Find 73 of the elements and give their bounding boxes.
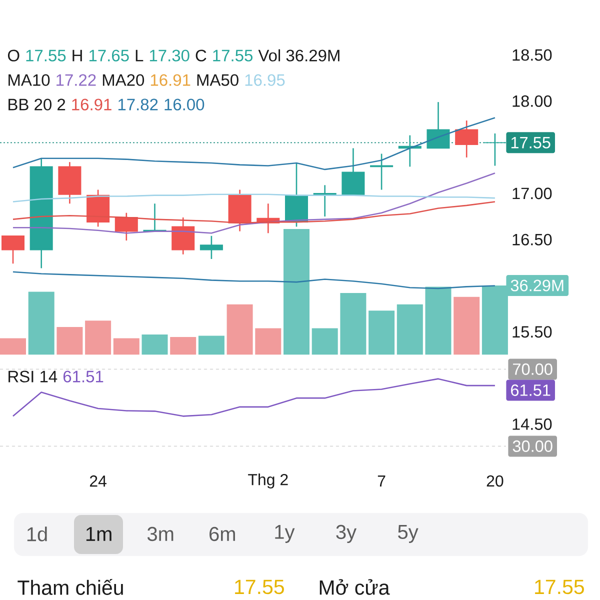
text: 1y (275, 525, 295, 543)
annotation: Vol 36.29M (258, 49, 340, 62)
y-tick-label: 15.50 (512, 326, 552, 338)
x-tick-label: 20 (486, 475, 504, 487)
annotation: MA20 (102, 74, 144, 86)
text: 6m (210, 526, 235, 542)
annotation: 16.00 (164, 98, 204, 110)
annotation: 17.55 (26, 50, 66, 62)
annotation: 17.22 (56, 74, 96, 86)
candlestick (455, 120, 478, 158)
annotation: 17.55 (213, 50, 252, 62)
bar (340, 293, 366, 355)
text: 3y (336, 524, 357, 544)
annotation: MA50 (197, 74, 238, 86)
bar (284, 228, 310, 355)
candlestick (342, 148, 365, 196)
annotation: C (196, 50, 206, 62)
x-tick-label: Thg 2 (248, 474, 288, 488)
data-label: 61.51 (511, 384, 550, 396)
text: 36.29M (510, 280, 564, 292)
annotation: L (136, 50, 144, 62)
y-tick-label: 16.50 (512, 234, 552, 246)
annotation: 17.82 (118, 98, 158, 110)
y-tick-label: 70.00 (513, 363, 552, 375)
y-tick-label: 18.50 (512, 49, 552, 61)
text: 1m (86, 527, 112, 541)
bar (396, 304, 423, 355)
candlestick (200, 235, 223, 260)
bar (198, 336, 224, 355)
bar (255, 328, 282, 355)
bar (454, 296, 480, 355)
x-tick-label: 24 (90, 475, 106, 487)
text: Mở cửa (320, 579, 390, 595)
candlestick (172, 216, 195, 256)
annotation: MA10 (8, 74, 50, 86)
annotation: 61.51 (63, 370, 104, 382)
ref-line-label: 17.55 (511, 136, 550, 148)
text: Tham chiếu (18, 579, 123, 595)
annotation: 16.91 (150, 74, 190, 86)
bar (425, 286, 452, 355)
text: 17.55 (535, 580, 584, 594)
bar (28, 292, 54, 355)
annotation: O (8, 50, 20, 62)
candlestick (1, 235, 25, 264)
candlestick (426, 101, 450, 149)
text: 17.55 (235, 580, 284, 594)
annotation: 17.65 (89, 50, 129, 62)
bar (226, 304, 253, 355)
y-tick-label: 17.00 (512, 188, 552, 200)
annotation: H (72, 50, 82, 62)
x-tick-label: 7 (378, 475, 386, 486)
y-tick-label: 30.00 (512, 440, 552, 452)
annotation: RSI 14 (8, 370, 58, 382)
text: 1d (27, 526, 47, 542)
candlestick (114, 212, 138, 242)
text: 5y (398, 525, 418, 543)
annotation: 16.95 (245, 74, 285, 86)
bar (142, 334, 168, 355)
bar (85, 320, 112, 355)
bar (368, 310, 395, 355)
bar (113, 338, 140, 355)
annotation: 17.30 (150, 50, 190, 62)
candlestick (483, 132, 506, 166)
bar (170, 337, 196, 355)
text: 3m (147, 526, 174, 542)
bar (56, 326, 83, 355)
y-tick-label: 18.00 (512, 95, 552, 107)
y-tick-label: 14.50 (512, 418, 552, 430)
annotation: 16.91 (72, 98, 112, 110)
bar (312, 328, 338, 355)
bar (0, 338, 26, 355)
annotation: BB 20 2 (8, 98, 66, 110)
line-series (12, 172, 496, 234)
